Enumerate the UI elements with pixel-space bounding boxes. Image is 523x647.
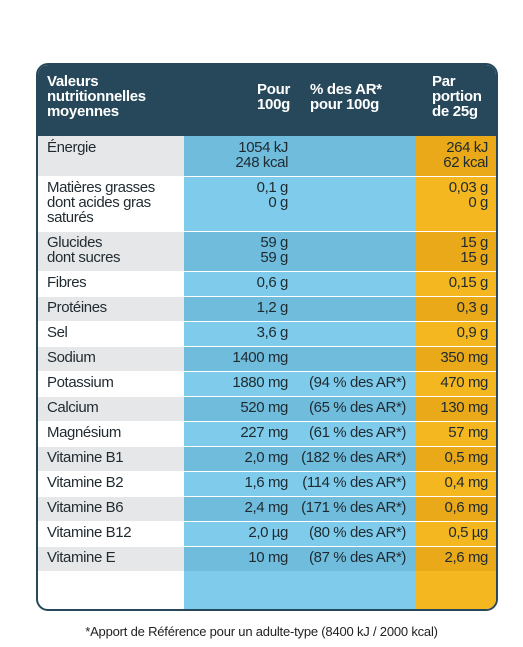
row-divider bbox=[38, 521, 496, 522]
reference-intake-percent: (65 % des AR*) bbox=[288, 396, 416, 421]
nutrient-name: Vitamine B12 bbox=[47, 524, 132, 541]
header-reference-intake: % des AR* pour 100g bbox=[310, 81, 382, 113]
row-divider bbox=[38, 396, 496, 397]
value-per-portion: 0,6 mg bbox=[416, 496, 496, 521]
value-per-portion: 0,4 mg bbox=[444, 474, 489, 491]
value-per-portion: 0,5 mg bbox=[416, 446, 496, 471]
value-per-100g: 227 mg bbox=[240, 424, 288, 441]
table-row: Calcium 520 mg (65 % des AR*) 130 mg bbox=[38, 396, 496, 421]
table-row: Matières grasses dont acides gras saturés 0… bbox=[38, 176, 496, 231]
value-per-100g: 1,2 g bbox=[184, 296, 288, 321]
nutrient-name: Sodium bbox=[38, 346, 184, 371]
nutrient-name: Matières grasses dont acides gras saturés bbox=[47, 179, 155, 226]
row-divider bbox=[38, 496, 496, 497]
table-row: Vitamine B12 2,0 µg (80 % des AR*) 0,5 µg bbox=[38, 521, 496, 546]
nutrient-name: Protéines bbox=[38, 296, 184, 321]
table-row: Glucides dont sucres 59 g 59 g 15 g 15 g bbox=[38, 231, 496, 271]
value-per-100g: 0,6 g bbox=[256, 274, 289, 291]
value-per-portion: 130 mg bbox=[416, 396, 496, 421]
row-divider bbox=[38, 446, 496, 447]
row-divider bbox=[38, 346, 496, 347]
header-nutrition-values: Valeurs nutritionnelles moyennes bbox=[47, 73, 146, 120]
table-row: Vitamine B2 1,6 mg (114 % des AR*) 0,4 mg bbox=[38, 471, 496, 496]
row-divider bbox=[38, 321, 496, 322]
value-per-100g: 1400 mg bbox=[184, 346, 288, 371]
reference-intake-percent bbox=[288, 346, 416, 371]
header-per-100g: Pour 100g bbox=[257, 81, 290, 113]
table-row: Sel 3,6 g 0,9 g bbox=[38, 321, 496, 346]
reference-intake-percent bbox=[288, 271, 416, 296]
table-header: Valeurs nutritionnelles moyennes Pour 10… bbox=[38, 65, 496, 136]
reference-intake-percent: (114 % des AR*) bbox=[302, 474, 406, 491]
row-divider bbox=[38, 176, 496, 177]
reference-intake-percent: (94 % des AR*) bbox=[309, 374, 406, 391]
nutrient-name: Énergie bbox=[38, 136, 184, 176]
value-per-100g: 59 g 59 g bbox=[184, 231, 288, 271]
nutrient-name: Magnésium bbox=[47, 424, 121, 441]
table-row: Vitamine E 10 mg (87 % des AR*) 2,6 mg bbox=[38, 546, 496, 571]
row-divider bbox=[38, 546, 496, 547]
table-row: Potassium 1880 mg (94 % des AR*) 470 mg bbox=[38, 371, 496, 396]
row-divider bbox=[38, 231, 496, 232]
row-divider bbox=[38, 471, 496, 472]
nutrient-name: Fibres bbox=[47, 274, 87, 291]
value-per-portion: 264 kJ 62 kcal bbox=[416, 136, 496, 176]
nutrient-name: Calcium bbox=[38, 396, 184, 421]
table-row: Fibres 0,6 g 0,15 g bbox=[38, 271, 496, 296]
per-portion-column-background bbox=[416, 136, 496, 609]
reference-intake-percent: (182 % des AR*) bbox=[288, 446, 416, 471]
table-row: Vitamine B1 2,0 mg (182 % des AR*) 0,5 mg bbox=[38, 446, 496, 471]
value-per-portion: 0,5 µg bbox=[448, 524, 488, 541]
value-per-portion: 0,15 g bbox=[448, 274, 489, 291]
reference-intake-percent bbox=[288, 296, 416, 321]
value-per-100g: 2,4 mg bbox=[184, 496, 288, 521]
reference-intake-percent bbox=[288, 321, 416, 346]
header-per-portion: Par portion de 25g bbox=[432, 73, 482, 120]
value-per-100g: 1,6 mg bbox=[244, 474, 289, 491]
value-per-100g: 1054 kJ 248 kcal bbox=[184, 136, 288, 176]
value-per-100g: 1880 mg bbox=[232, 374, 288, 391]
row-divider bbox=[38, 421, 496, 422]
nutrient-name: Potassium bbox=[47, 374, 114, 391]
reference-intake-percent bbox=[288, 176, 416, 231]
nutrient-name: Vitamine E bbox=[38, 546, 184, 571]
value-per-100g: 520 mg bbox=[184, 396, 288, 421]
row-divider bbox=[38, 271, 496, 272]
value-per-100g: 2,0 µg bbox=[248, 524, 288, 541]
footnote: *Apport de Référence pour un adulte-type… bbox=[85, 624, 438, 639]
value-per-portion: 0,3 g bbox=[416, 296, 496, 321]
nutrient-name: Vitamine B6 bbox=[38, 496, 184, 521]
value-per-portion: 57 mg bbox=[448, 424, 488, 441]
nutrition-table: Valeurs nutritionnelles moyennes Pour 10… bbox=[36, 63, 498, 611]
reference-intake-percent bbox=[288, 136, 416, 176]
table-row: Sodium 1400 mg 350 mg bbox=[38, 346, 496, 371]
reference-intake-percent: (171 % des AR*) bbox=[288, 496, 416, 521]
row-divider bbox=[38, 296, 496, 297]
value-per-100g: 2,0 mg bbox=[184, 446, 288, 471]
table-row: Énergie 1054 kJ 248 kcal 264 kJ 62 kcal bbox=[38, 136, 496, 176]
value-per-portion: 0,9 g bbox=[456, 324, 489, 341]
table-row: Vitamine B6 2,4 mg (171 % des AR*) 0,6 mg bbox=[38, 496, 496, 521]
row-divider bbox=[38, 371, 496, 372]
value-per-portion: 470 mg bbox=[440, 374, 488, 391]
reference-intake-percent bbox=[288, 231, 416, 271]
reference-intake-percent: (80 % des AR*) bbox=[309, 524, 406, 541]
value-per-100g: 3,6 g bbox=[256, 324, 289, 341]
reference-intake-percent: (61 % des AR*) bbox=[309, 424, 406, 441]
value-per-portion: 2,6 mg bbox=[416, 546, 496, 571]
value-per-100g: 10 mg bbox=[184, 546, 288, 571]
reference-intake-percent: (87 % des AR*) bbox=[288, 546, 416, 571]
nutrient-name: Glucides dont sucres bbox=[38, 231, 184, 271]
table-row: Magnésium 227 mg (61 % des AR*) 57 mg bbox=[38, 421, 496, 446]
nutrient-name: Vitamine B1 bbox=[38, 446, 184, 471]
value-per-portion: 350 mg bbox=[416, 346, 496, 371]
value-per-portion: 15 g 15 g bbox=[416, 231, 496, 271]
nutrient-name: Sel bbox=[47, 324, 68, 341]
nutrient-name: Vitamine B2 bbox=[47, 474, 124, 491]
per-100g-column-background bbox=[184, 136, 416, 609]
table-row: Protéines 1,2 g 0,3 g bbox=[38, 296, 496, 321]
